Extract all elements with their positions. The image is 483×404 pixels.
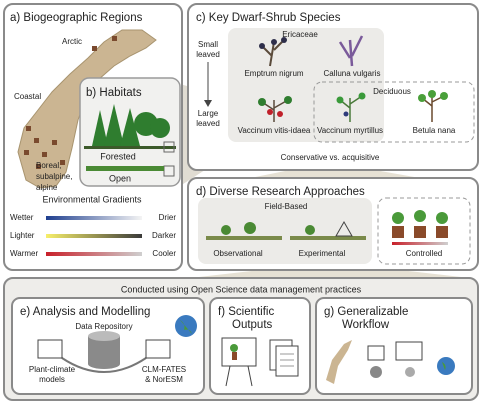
group-label: Deciduous — [373, 87, 411, 96]
icon — [163, 141, 175, 153]
model-label: CLM-FATES — [142, 365, 186, 374]
gradient-right: Cooler — [152, 249, 176, 258]
habitat-label: Open — [109, 173, 131, 183]
axis-label: Large — [198, 109, 219, 118]
region-label: alpine — [36, 183, 58, 192]
region-label: subalpine, — [36, 172, 72, 181]
region-label: Arctic — [62, 37, 82, 46]
axis-label: Small — [198, 40, 218, 49]
panel-title: f) Scientific — [218, 306, 274, 318]
species-label: Vaccinum myrtillus — [317, 126, 383, 135]
field-label: Field-Based — [265, 202, 308, 211]
ericaceae-group — [228, 28, 384, 142]
region-label: Coastal — [14, 92, 41, 101]
footer-label: Conservative vs. acquisitive — [281, 153, 380, 162]
model-label: & NorESM — [145, 375, 183, 384]
model-label: models — [39, 375, 65, 384]
panel-title: b) Habitats — [86, 87, 142, 99]
repository-label: Data Repository — [75, 322, 132, 331]
outputs-icon — [221, 337, 299, 387]
axis-label: leaved — [196, 119, 220, 128]
panel-title: g) Generalizable — [324, 306, 408, 318]
model-label: Plant-climate — [29, 365, 76, 374]
gradient-bar — [46, 216, 142, 220]
approach-illustrations — [206, 210, 448, 245]
approach-label: Controlled — [406, 249, 442, 258]
panel-title: Workflow — [342, 319, 390, 331]
gradients-title: Environmental Gradients — [42, 194, 142, 204]
species-label: Betula nana — [413, 126, 456, 135]
gradient-right: Darker — [152, 231, 176, 240]
deciduous-group — [313, 81, 475, 143]
gradient-left: Warmer — [10, 249, 38, 258]
panel-title: d) Diverse Research Approaches — [196, 186, 365, 198]
controlled-group — [377, 197, 471, 265]
axis-label: leaved — [196, 50, 220, 59]
site-markers — [24, 36, 117, 169]
panel-title: Outputs — [232, 319, 273, 331]
panel-title: c) Key Dwarf-Shrub Species — [196, 12, 341, 24]
species-label: Vaccinum vitis-idaea — [238, 126, 311, 135]
workflow-icon — [326, 340, 455, 384]
panel-title: a) Biogeographic Regions — [10, 12, 143, 24]
arrow-head — [204, 100, 212, 107]
field-group — [198, 198, 372, 264]
panel-g — [315, 297, 473, 395]
bottom-title: Conducted using Open Science data manage… — [121, 284, 362, 294]
habitat-label: Forested — [100, 151, 136, 161]
grass — [86, 166, 164, 171]
gradient-left: Lighter — [10, 231, 35, 240]
species-label: Emptrum nigrum — [244, 69, 303, 78]
forest — [84, 104, 176, 149]
species-label: Calluna vulgaris — [324, 69, 381, 78]
plant-illustrations — [258, 35, 448, 122]
map — [17, 29, 157, 189]
gradient-right: Drier — [159, 213, 177, 222]
gradient-bar — [46, 234, 142, 238]
gradient-left: Wetter — [10, 213, 34, 222]
panel-title: e) Analysis and Modelling — [20, 306, 150, 318]
region-label: Boreal, — [36, 161, 61, 170]
approach-label: Experimental — [299, 249, 346, 258]
group-label: Ericaceae — [282, 30, 318, 39]
approach-label: Observational — [213, 249, 263, 258]
database — [37, 315, 197, 373]
gradient-bar — [46, 252, 142, 256]
